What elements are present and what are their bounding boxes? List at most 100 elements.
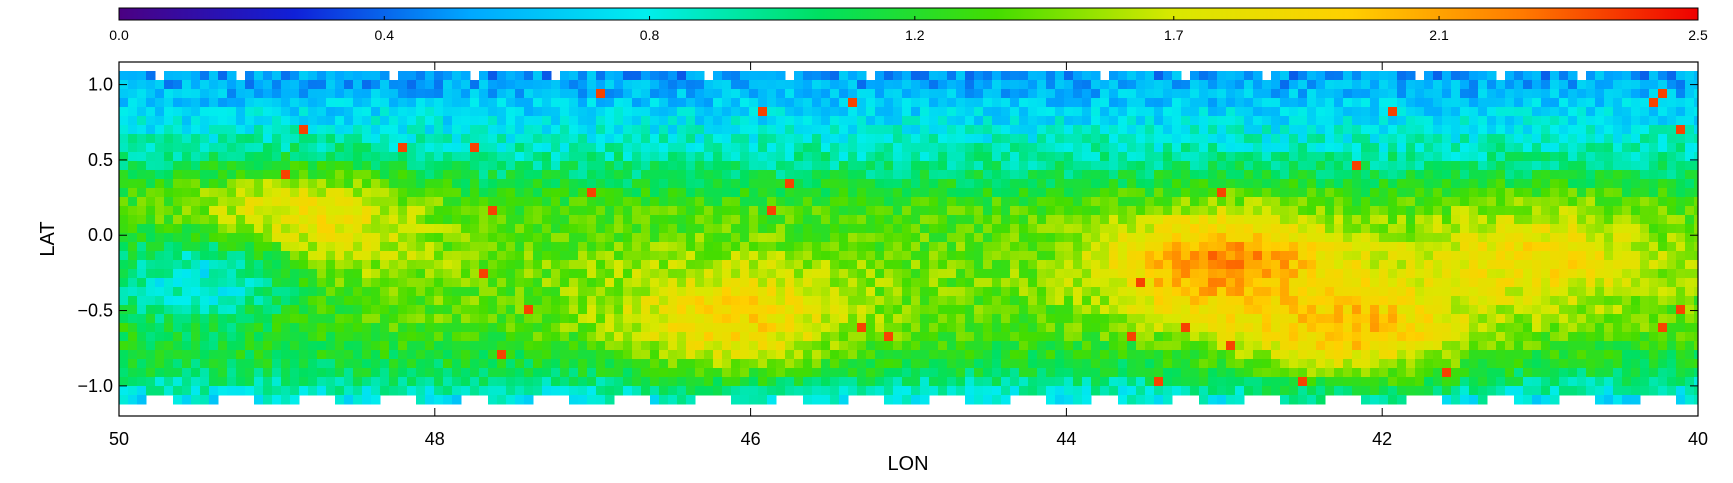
heatmap-cell (146, 161, 156, 171)
heatmap-cell (1019, 80, 1029, 90)
heatmap-cell (875, 80, 885, 90)
heatmap-cell (794, 134, 804, 144)
heatmap-cell (380, 206, 390, 216)
heatmap-cell (1019, 269, 1029, 279)
heatmap-cell (1415, 224, 1425, 234)
heatmap-cell (740, 260, 750, 270)
heatmap-cell (830, 89, 840, 99)
heatmap-cell (1532, 269, 1542, 279)
heatmap-cell (839, 206, 849, 216)
heatmap-cell (227, 188, 237, 198)
heatmap-cell (1586, 251, 1596, 261)
heatmap-cell (1253, 116, 1263, 126)
heatmap-cell (461, 287, 471, 297)
heatmap-cell (1640, 188, 1650, 198)
heatmap-cell (713, 278, 723, 288)
heatmap-cell (1388, 251, 1398, 261)
heatmap-cell (1019, 305, 1029, 315)
heatmap-cell (623, 188, 633, 198)
heatmap-cell (1523, 161, 1533, 171)
heatmap-cell (308, 125, 318, 135)
heatmap-cell (569, 206, 579, 216)
heatmap-cell (1163, 170, 1173, 180)
heatmap-cell (1181, 215, 1191, 225)
heatmap-cell (407, 233, 417, 243)
heatmap-cell (929, 251, 939, 261)
heatmap-cell (875, 71, 885, 81)
heatmap-cell (704, 161, 714, 171)
heatmap-cell (1172, 287, 1182, 297)
heatmap-cell (245, 161, 255, 171)
heatmap-cell (1172, 251, 1182, 261)
heatmap-cell (542, 107, 552, 117)
heatmap-cell (1280, 224, 1290, 234)
heatmap-cell (551, 161, 561, 171)
heatmap-cell (272, 278, 282, 288)
heatmap-cell (767, 242, 777, 252)
heatmap-cell (461, 179, 471, 189)
heatmap-cell (1064, 152, 1074, 162)
heatmap-cell (992, 296, 1002, 306)
heatmap-cell (839, 125, 849, 135)
heatmap-cell (911, 89, 921, 99)
heatmap-cell (209, 251, 219, 261)
heatmap-cell (335, 251, 345, 261)
heatmap-cell (722, 80, 732, 90)
heatmap-cell (1433, 71, 1443, 81)
heatmap-cell (1019, 170, 1029, 180)
heatmap-cell (1271, 125, 1281, 135)
heatmap-cell (443, 152, 453, 162)
heatmap-cell (308, 152, 318, 162)
heatmap-cell (1640, 116, 1650, 126)
heatmap-cell (1667, 251, 1677, 261)
heatmap-cell (1541, 206, 1551, 216)
heatmap-cell (515, 314, 525, 324)
heatmap-cell (1361, 287, 1371, 297)
heatmap-cell (1244, 305, 1254, 315)
heatmap-cell (317, 98, 327, 108)
heatmap-cell (1172, 134, 1182, 144)
heatmap-cell (353, 179, 363, 189)
heatmap-cell (1289, 179, 1299, 189)
heatmap-cell (1226, 170, 1236, 180)
heatmap-cell (596, 305, 606, 315)
heatmap-cell (605, 188, 615, 198)
heatmap-cell (1019, 260, 1029, 270)
heatmap-cell (1640, 224, 1650, 234)
heatmap-cell (1388, 305, 1398, 315)
heatmap-cell (434, 170, 444, 180)
heatmap-cell (623, 314, 633, 324)
heatmap-cell (1388, 215, 1398, 225)
heatmap-cell (1694, 314, 1704, 324)
heatmap-cell (515, 89, 525, 99)
heatmap-cell (335, 170, 345, 180)
heatmap-cell (1559, 80, 1569, 90)
heatmap-cell (1568, 125, 1578, 135)
heatmap-cell (1073, 188, 1083, 198)
heatmap-cell (902, 188, 912, 198)
heatmap-cell (1271, 233, 1281, 243)
heatmap-cell (866, 242, 876, 252)
heatmap-cell (461, 134, 471, 144)
heatmap-cell (1073, 287, 1083, 297)
heatmap-cell (1190, 242, 1200, 252)
heatmap-cell (1658, 152, 1668, 162)
heatmap-cell (1118, 152, 1128, 162)
heatmap-cell (461, 80, 471, 90)
heatmap-cell (1073, 161, 1083, 171)
heatmap-cell (983, 206, 993, 216)
heatmap-cell (668, 323, 678, 333)
heatmap-cell (1271, 278, 1281, 288)
heatmap-cell (641, 80, 651, 90)
heatmap-cell (1388, 116, 1398, 126)
heatmap-cell (290, 125, 300, 135)
heatmap-cell (1361, 98, 1371, 108)
heatmap-cell (1595, 107, 1605, 117)
heatmap-cell (884, 296, 894, 306)
heatmap-cell (677, 170, 687, 180)
heatmap-cell (749, 80, 759, 90)
heatmap-cell (1325, 242, 1335, 252)
heatmap-cell (893, 260, 903, 270)
heatmap-cell (362, 305, 372, 315)
heatmap-cell (344, 161, 354, 171)
